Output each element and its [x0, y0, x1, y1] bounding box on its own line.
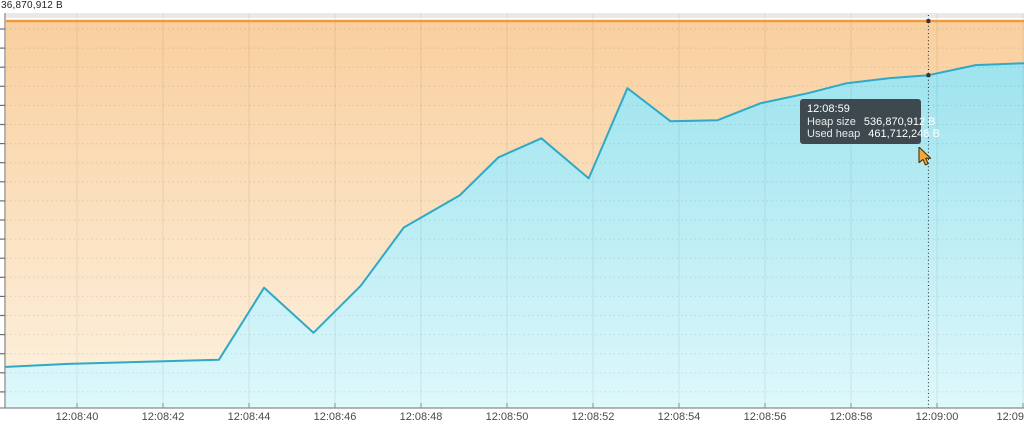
tooltip-heap-size-value: 536,870,912 B — [863, 115, 936, 128]
x-axis-tick-label: 12:08:48 — [400, 411, 443, 423]
x-axis-tick-label: 12:08:44 — [228, 411, 271, 423]
chart-tooltip: 12:08:59 Heap size 536,870,912 B Used he… — [800, 99, 940, 144]
tooltip-heap-size-label: Heap size — [807, 115, 856, 128]
mouse-cursor-icon — [918, 147, 932, 166]
tooltip-row-heap-size: Heap size 536,870,912 B — [807, 115, 936, 129]
x-axis-tick-label: 12:08:56 — [744, 411, 787, 423]
y-axis-max-label: 36,870,912 B — [1, 0, 63, 11]
x-axis-tick-label: 12:09:00 — [916, 411, 959, 423]
tooltip-row-used-heap: Used heap 461,712,248 B — [807, 128, 940, 141]
tooltip-used-heap-label: Used heap — [807, 128, 861, 140]
used-heap-line — [5, 62, 1024, 368]
x-axis-tick-label: 12:08:46 — [314, 411, 357, 423]
used-heap-area — [6, 63, 1024, 408]
x-axis-tick-label: 12:08:58 — [830, 411, 873, 423]
x-axis-tick-label: 12:08:50 — [486, 411, 529, 423]
x-axis-tick-label: 12:08:40 — [56, 411, 99, 423]
x-axis-tick-label: 12:08:52 — [572, 411, 615, 423]
chart-top-border — [6, 13, 1024, 18]
tooltip-used-heap-value: 461,712,248 B — [868, 128, 940, 140]
x-axis-tick-label: 12:08:54 — [658, 411, 701, 423]
x-axis-tick-label: 12:09 — [996, 411, 1024, 423]
hover-point-marker — [926, 73, 931, 78]
x-axis-tick-label: 12:08:42 — [142, 411, 185, 423]
hover-point-marker — [926, 19, 931, 23]
tooltip-time: 12:08:59 — [807, 103, 850, 115]
